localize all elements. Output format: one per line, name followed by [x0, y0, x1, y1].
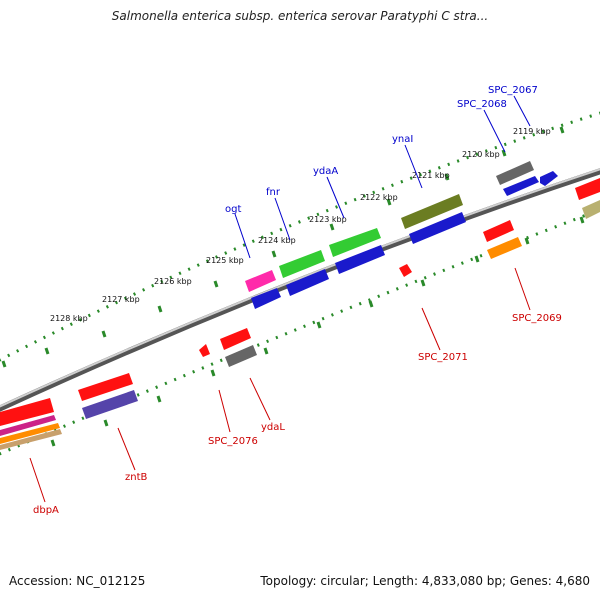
major-ticks: [1, 126, 565, 368]
tick-label: 2119 kbp: [513, 127, 551, 136]
gene-grey-upper: [496, 161, 534, 185]
gene-label[interactable]: ynaI: [392, 134, 413, 145]
gene-fnr[interactable]: [279, 250, 325, 278]
topology-text: Topology: circular; Length: 4,833,080 bp…: [260, 574, 590, 588]
forward-gene-labels: SPC_2067 SPC_2068 ynaI ydaA fnr ogt: [225, 85, 538, 215]
gene-SPC_2068[interactable]: [503, 176, 539, 196]
tick-label: 2126 kbp: [154, 277, 192, 286]
outer-scale-ring: [0, 111, 600, 362]
scale-tick-labels: 2119 kbp 2120 kbp 2121 kbp 2122 kbp 2123…: [50, 127, 551, 323]
gene-far-right-tan: [582, 200, 600, 219]
gene-label[interactable]: dbpA: [33, 505, 59, 516]
gene-far-right-red: [575, 178, 600, 200]
tick-label: 2122 kbp: [360, 193, 398, 202]
gene-red-2069: [483, 220, 514, 242]
tick-label: 2127 kbp: [102, 295, 140, 304]
reverse-genes: [0, 220, 522, 450]
accession-text: Accession: NC_012125: [9, 574, 146, 588]
gene-SPC_2076[interactable]: [199, 344, 210, 357]
gene-label[interactable]: SPC_2076: [208, 436, 258, 447]
gene-label[interactable]: ydaL: [261, 422, 285, 433]
tick-label: 2121 kbp: [412, 171, 450, 180]
gene-ynaI[interactable]: [401, 194, 463, 229]
gene-label[interactable]: ogt: [225, 204, 241, 215]
gene-blue-ogt: [251, 288, 281, 309]
tick-label: 2128 kbp: [50, 314, 88, 323]
reverse-gene-labels: SPC_2069 SPC_2071 ydaL SPC_2076 zntB dbp…: [33, 313, 562, 516]
gene-label[interactable]: SPC_2067: [488, 85, 538, 96]
gene-dbpA-tan: [0, 429, 62, 450]
tick-label: 2124 kbp: [258, 236, 296, 245]
forward-genes: [245, 161, 600, 309]
gene-blue-fnr: [286, 269, 329, 296]
inner-ring-ticks: [50, 216, 585, 447]
gene-ydaL[interactable]: [225, 345, 257, 367]
tick-label: 2120 kbp: [462, 150, 500, 159]
gene-red-zntB: [78, 373, 133, 401]
gene-ogt[interactable]: [245, 270, 276, 292]
inner-scale-ring: [0, 208, 600, 456]
gene-blue-right: [409, 212, 466, 244]
gene-red-ydaL: [220, 328, 251, 350]
gene-SPC_2071[interactable]: [399, 264, 412, 277]
label-connectors: [29, 95, 531, 503]
tick-label: 2125 kbp: [206, 256, 244, 265]
gene-label[interactable]: SPC_2069: [512, 313, 562, 324]
tick-label: 2123 kbp: [309, 215, 347, 224]
gene-label[interactable]: SPC_2068: [457, 99, 507, 110]
gene-label[interactable]: fnr: [266, 187, 281, 198]
gene-dbpA-red: [0, 398, 54, 426]
gene-label[interactable]: zntB: [125, 472, 148, 483]
gene-dbpA[interactable]: [0, 415, 56, 436]
gene-label[interactable]: SPC_2071: [418, 352, 468, 363]
gene-SPC_2067[interactable]: [540, 171, 558, 186]
gene-dbpA-orange: [0, 423, 60, 444]
gene-blue-mid: [335, 245, 385, 274]
gene-label[interactable]: ydaA: [313, 166, 338, 177]
gene-zntB[interactable]: [82, 390, 138, 419]
gene-SPC_2069[interactable]: [487, 237, 522, 259]
gene-ydaA[interactable]: [329, 228, 381, 257]
genome-title: Salmonella enterica subsp. enterica sero…: [111, 9, 489, 23]
